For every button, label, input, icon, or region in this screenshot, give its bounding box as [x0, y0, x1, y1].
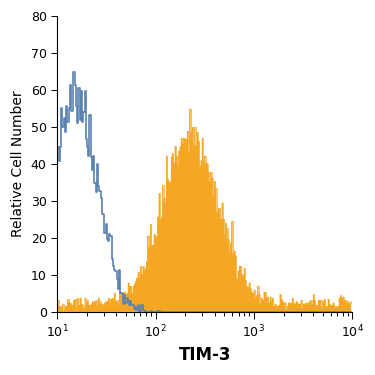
Y-axis label: Relative Cell Number: Relative Cell Number: [11, 91, 25, 237]
X-axis label: TIM-3: TIM-3: [178, 346, 231, 364]
